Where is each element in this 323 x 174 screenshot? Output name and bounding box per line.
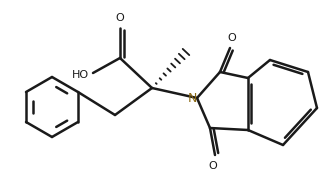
Text: O: O (228, 33, 236, 43)
Text: O: O (116, 13, 124, 23)
Text: HO: HO (72, 70, 89, 80)
Text: N: N (187, 93, 197, 105)
Text: O: O (209, 161, 217, 171)
